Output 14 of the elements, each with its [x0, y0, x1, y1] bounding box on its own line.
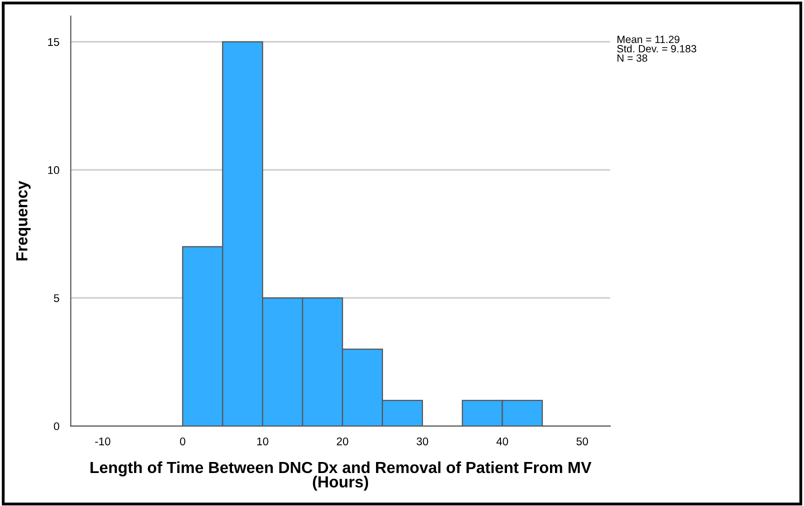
- x-tick-label: 50: [576, 437, 588, 446]
- x-tick-label: 20: [336, 437, 348, 446]
- y-axis-title: Frequency: [16, 180, 31, 260]
- x-axis-title: Length of Time Between DNC Dx and Removal of Patient From MV (Hours): [90, 461, 592, 491]
- x-tick-label: 30: [416, 437, 428, 446]
- x-tick-label: 0: [180, 437, 186, 446]
- y-tick-label: 15: [48, 38, 60, 46]
- text: Mean = 11.29 Std. Dev. = 9.183 N = 38: [617, 36, 696, 62]
- y-tick-label: 0: [54, 422, 60, 430]
- x-tick-label: 40: [496, 437, 508, 446]
- x-tick-label: -10: [95, 437, 110, 446]
- y-tick-label: 5: [54, 294, 60, 302]
- x-tick-label: 10: [257, 437, 268, 446]
- y-tick-label: 10: [48, 166, 60, 174]
